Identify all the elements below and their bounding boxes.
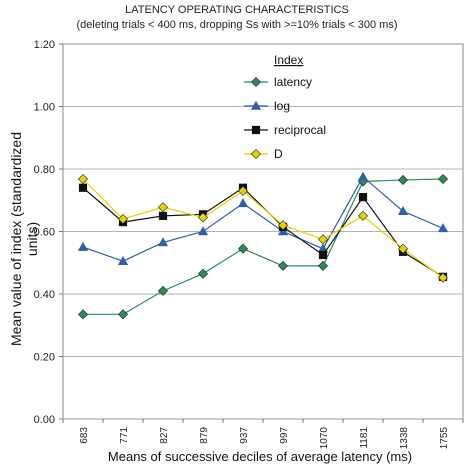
- data-point-log: [77, 241, 89, 251]
- data-point-d: [317, 234, 329, 245]
- data-point-latency: [77, 309, 89, 320]
- data-point-d: [157, 202, 169, 213]
- data-point-log: [197, 226, 209, 236]
- legend-title: Index: [274, 53, 303, 67]
- data-point-log: [357, 171, 369, 181]
- data-point-log: [397, 205, 409, 215]
- y-tick-label: 0.00: [34, 414, 55, 426]
- data-point-log: [237, 198, 249, 208]
- legend-label-log: log: [274, 99, 290, 113]
- x-tick-label: 937: [239, 427, 250, 444]
- x-tick-label: 879: [199, 427, 210, 444]
- y-tick-label: 0.60: [34, 227, 55, 239]
- y-tick-label: 1.00: [34, 102, 55, 114]
- y-tick-label: 0.40: [34, 289, 55, 301]
- data-point-d: [437, 272, 449, 283]
- legend-marker-reciprocal: [251, 125, 261, 135]
- data-point-d: [357, 210, 369, 221]
- data-point-reciprocal: [358, 193, 368, 202]
- x-tick-label: 683: [79, 427, 90, 444]
- data-point-d: [397, 243, 409, 254]
- x-axis-label: Means of successive deciles of average l…: [107, 449, 413, 464]
- data-point-log: [437, 223, 449, 233]
- series-line-log: [82, 175, 444, 262]
- data-point-latency: [437, 173, 449, 185]
- data-point-reciprocal: [78, 183, 88, 192]
- x-tick-label: 771: [119, 427, 130, 444]
- x-tick-label: 827: [159, 427, 170, 444]
- legend-marker-d: [250, 148, 262, 160]
- series-line-latency: [83, 178, 444, 315]
- data-point-latency: [317, 260, 329, 271]
- legend-label-d: D: [274, 147, 283, 161]
- data-point-latency: [197, 268, 209, 279]
- legend-marker-latency: [250, 76, 262, 88]
- series-line-reciprocal: [82, 186, 444, 278]
- legend-label-latency: latency: [274, 75, 312, 89]
- y-tick-label: 0.80: [34, 164, 55, 176]
- x-tick-label: 1070: [319, 427, 330, 450]
- data-point-d: [237, 185, 249, 196]
- data-point-log: [157, 237, 169, 247]
- data-point-d: [117, 213, 129, 225]
- data-point-log: [277, 226, 289, 236]
- data-point-latency: [237, 243, 249, 254]
- data-point-reciprocal: [158, 211, 168, 220]
- x-tick-label: 997: [279, 427, 290, 444]
- data-point-latency: [277, 260, 289, 271]
- chart-subtitle: (deleting trials < 400 ms, dropping Ss w…: [76, 19, 398, 31]
- legend-label-reciprocal: reciprocal: [274, 123, 326, 137]
- data-point-reciprocal: [318, 250, 328, 260]
- data-point-d: [277, 220, 289, 231]
- data-point-latency: [157, 285, 169, 296]
- data-point-d: [77, 173, 89, 185]
- data-point-log: [117, 255, 129, 265]
- y-tick-label: 1.20: [34, 39, 55, 51]
- data-point-latency: [397, 174, 409, 185]
- data-point-latency: [117, 309, 129, 320]
- x-tick-label: 1755: [439, 427, 450, 450]
- series-line-d: [82, 178, 444, 279]
- x-tick-label: 1181: [359, 427, 370, 449]
- data-point-d: [197, 212, 209, 223]
- x-tick-label: 1338: [399, 427, 410, 450]
- chart-title: LATENCY OPERATING CHARACTERISTICS: [125, 4, 349, 16]
- y-tick-label: 0.20: [34, 352, 55, 364]
- legend-marker-log: [250, 100, 262, 110]
